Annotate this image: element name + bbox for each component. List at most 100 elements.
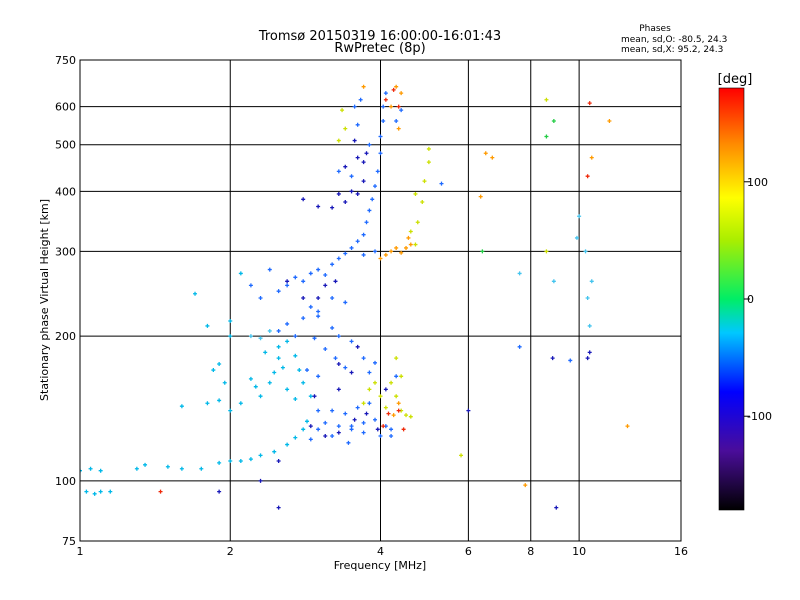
data-point [312,336,317,341]
data-point [383,252,388,257]
data-point [267,380,272,385]
data-point [361,401,366,406]
data-point [330,408,335,413]
data-point [305,419,310,424]
data-point [378,151,383,156]
data-point [373,417,378,422]
data-point [301,197,306,202]
phase-stats-x: mean, sd,X: 95.2, 24.3 [621,45,723,55]
data-point [343,365,348,370]
data-point [396,401,401,406]
data-point [355,191,360,196]
data-point [285,387,290,392]
data-point [583,249,588,254]
data-point [389,380,394,385]
colorbar-ticks: -100 0 100 [744,176,772,423]
data-point [394,394,399,399]
data-point [383,97,388,102]
x-axis-label: Frequency [MHz] [334,559,426,572]
data-point [585,356,590,361]
data-point [355,122,360,127]
data-point [483,151,488,156]
data-point [373,249,378,254]
data-point [355,155,360,160]
data-point [305,368,310,373]
data-point [301,427,306,432]
data-point [361,232,366,237]
data-point [574,235,579,240]
data-point [352,417,357,422]
data-point [98,489,103,494]
data-point [349,339,354,344]
data-point [336,387,341,392]
data-point [426,146,431,151]
x-tick-label: 2 [227,545,234,558]
data-point [205,401,210,406]
data-point [193,291,198,296]
y-axis-label: Stationary phase Virtual Height [km] [38,199,51,401]
data-point [293,334,298,339]
data-point [316,408,321,413]
data-point [343,300,348,305]
data-point [367,370,372,375]
data-point [346,440,351,445]
colorbar-tick-label: 0 [747,293,754,306]
x-tick-label: 16 [674,545,688,558]
data-point [375,169,380,174]
data-point [323,420,328,425]
data-point [330,325,335,330]
data-point [517,271,522,276]
data-point [285,321,290,326]
data-point [285,279,290,284]
data-point [316,267,321,272]
data-point [355,239,360,244]
data-point [165,464,170,469]
data-point [336,138,341,143]
gridlines [80,60,681,541]
data-point [389,433,394,438]
data-point [607,119,612,124]
data-point [276,356,281,361]
data-point [276,344,281,349]
data-point [228,408,233,413]
data-point [280,365,285,370]
colorbar-label: [deg] [718,72,753,87]
x-tick-label: 6 [465,545,472,558]
data-point [308,424,313,429]
data-point [406,235,411,240]
data-point [248,334,253,339]
data-point [336,362,341,367]
data-point [333,356,338,361]
data-point [336,169,341,174]
data-point [422,179,427,184]
phases-heading: Phases [639,24,671,34]
data-point [361,420,366,425]
data-point [179,404,184,409]
colorbar-tick-label: -100 [747,410,772,423]
data-point [587,350,592,355]
data-point [308,394,313,399]
data-point [238,458,243,463]
data-point [238,401,243,406]
data-point [391,87,396,92]
data-point [391,413,396,418]
data-point [297,368,302,373]
data-point [301,380,306,385]
data-point [301,296,306,301]
data-point [550,356,555,361]
data-point [205,323,210,328]
data-point [364,151,369,156]
data-point [293,397,298,402]
data-point [517,344,522,349]
data-point [478,194,483,199]
data-point [568,358,573,363]
data-point [408,229,413,234]
data-point [349,174,354,179]
data-point [285,283,290,288]
data-point [285,442,290,447]
data-point [364,411,369,416]
data-point [413,242,418,247]
data-point [361,252,366,257]
data-point [179,466,184,471]
data-point [258,394,263,399]
